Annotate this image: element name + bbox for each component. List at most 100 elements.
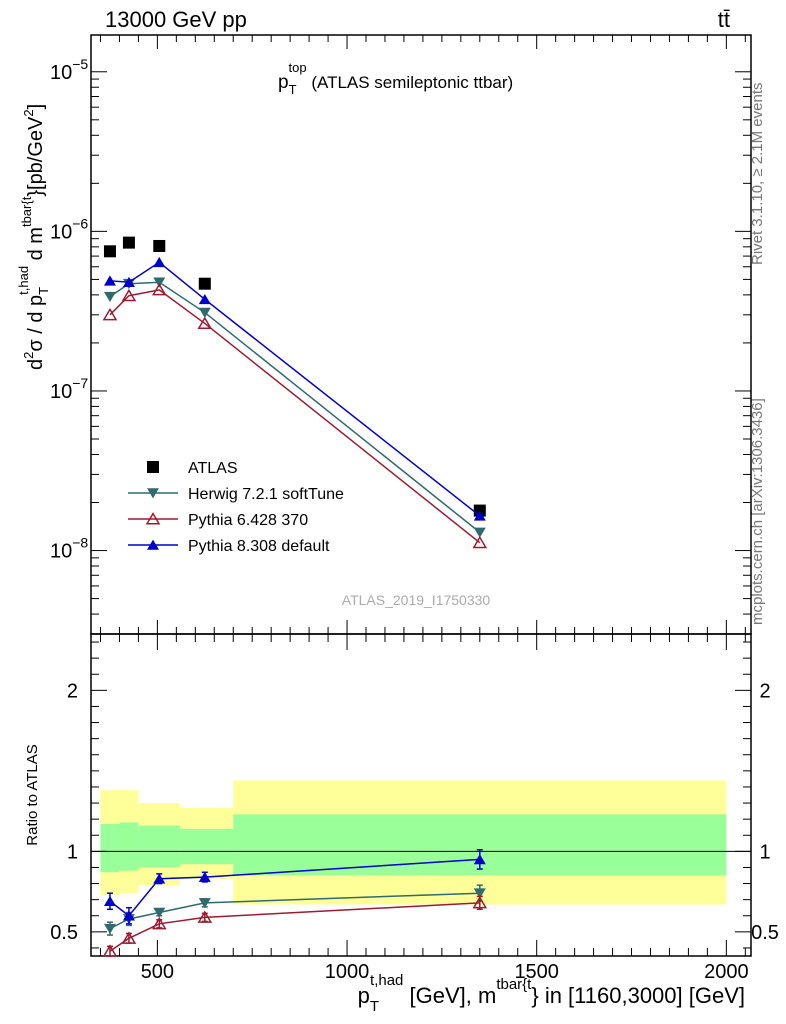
ratio-data-point [151,916,167,930]
ylabel-p2: σ / d p [25,295,47,352]
data-point [122,236,135,249]
series-atlas [103,236,486,517]
data-point [198,293,211,305]
main-ytick-base: 10 [50,62,72,84]
ratio-ylabel: Ratio to ATLAS [24,744,41,845]
ylabel-p2sub: T [36,287,51,295]
ratio-series-pythia-6-428-370 [102,895,488,957]
ratio-xtick-label: 1000 [325,961,370,983]
main-title-sup: top [289,60,307,75]
ratio-ytick-label-right: 1 [759,841,770,863]
energy-label: 13000 GeV pp [105,7,247,32]
legend-label: Pythia 8.308 default [188,538,330,555]
ratio-xtick-label: 500 [141,961,174,983]
main-title-base: p [278,72,289,93]
main-plot [102,236,488,549]
ratio-data-point [472,895,488,909]
band-inner [119,822,139,871]
data-point [121,288,137,302]
band-inner [180,828,234,865]
series-herwig-7-2-1-softtune [103,277,486,538]
ylabel-p2sup: t,had [16,266,31,295]
main-title-sub: T [289,82,297,97]
legend-marker [147,461,159,473]
data-point [153,256,166,268]
ylabel-p3: d m [25,227,47,266]
series-pythia-6-428-370 [102,282,488,549]
data-point [472,535,488,549]
data-point [151,282,167,296]
series-line [109,289,481,544]
ratio-data-point [153,873,166,884]
ylabel-p5: ] [25,104,47,110]
rivet-label: Rivet 3.1.10, ≥ 2.1M events [749,83,766,266]
data-point [198,277,211,290]
main-ytick-base: 10 [50,221,72,243]
ratio-panel: Ratio to ATLAS 0.5 0.5 1 1 2 2 500 1000 1500 2000… [24,633,779,1015]
main-ytick-base: 10 [50,381,72,403]
data-point [197,316,213,329]
ylabel-p1sup: 2 [21,352,36,359]
ratio-ytick-label: 0.5 [50,922,78,944]
ratio-ytick-label-right: 0.5 [751,922,779,944]
data-point [473,510,486,521]
series-pythia-8-308-default [103,256,486,521]
data-point [153,239,166,252]
xlabel-asub: T [370,998,379,1015]
ylabel-p4sup: 2 [21,109,36,116]
legend-label: Pythia 6.428 370 [188,512,308,529]
series-line [109,261,481,517]
ratio-frame [90,633,752,957]
legend-label: Herwig 7.2.1 softTune [188,486,344,503]
data-point [473,527,486,538]
ratio-data-point [198,898,211,909]
main-ytick-exp: −5 [72,56,88,72]
main-ytick-exp: −6 [72,215,88,231]
ratio-data-point [153,907,166,918]
analysis-id: ATLAS_2019_I1750330 [342,592,491,608]
ratio-xlabel: pTt,had [GeV], mtbar{t} in [1160,3000] [… [358,972,745,1015]
ratio-data-point [121,931,137,944]
legend-marker [147,488,159,499]
main-title-rest: (ATLAS semileptonic ttbar) [307,73,514,92]
xlabel-a: p [358,983,370,1008]
ratio-data-point [102,944,118,957]
main-title: pTtop (ATLAS semileptonic ttbar) [278,60,513,97]
ylabel-p3sup: tbar{t [19,196,34,227]
main-ytick-exp: −8 [72,535,88,551]
legend: ATLAS Herwig 7.2.1 softTune Pythia 6.428 3… [128,460,344,555]
data-point [103,275,116,286]
data-point [153,277,166,288]
main-ytick-exp: −7 [72,375,88,391]
ratio-ytick-label: 2 [67,680,78,702]
legend-marker [145,512,161,525]
ratio-ytick-label: 1 [67,841,78,863]
main-ylabel: d2σ / d pTt,had d mtbar{t}[pb/GeV2] [16,104,51,370]
ratio-xtick-label: 1500 [514,961,559,983]
band-inner [138,825,181,868]
main-ytick-label: 10−7 [50,375,88,403]
ratio-series-line [109,902,480,952]
ratio-ytick-label-right: 2 [759,680,770,702]
ratio-axes: 0.5 0.5 1 1 2 2 500 1000 1500 2000 [50,634,779,983]
xlabel-asup: t,had [370,972,403,989]
main-axes: 10−810−710−610−5 [50,35,751,635]
ratio-plot [102,848,488,957]
data-point [122,276,135,288]
ratio-data-point [103,923,116,935]
mcplots-label: mcplots.cern.ch [arXiv:1306.3436] [749,398,766,625]
main-ytick-label: 10−5 [50,56,88,84]
data-point [102,307,118,321]
ratio-data-point [103,895,116,907]
legend-marker [147,539,159,550]
xlabel-bsup: tbar{t [496,976,532,993]
ratio-data-point [197,910,213,923]
ratio-data-point [473,888,486,899]
ratio-data-point [122,910,135,921]
data-point [103,245,116,258]
xlabel-c: } in [1160,3000] [GeV] [531,983,745,1008]
ratio-data-point [473,854,486,865]
data-point [198,307,211,318]
xlabel-b: [GeV], m [403,983,496,1008]
